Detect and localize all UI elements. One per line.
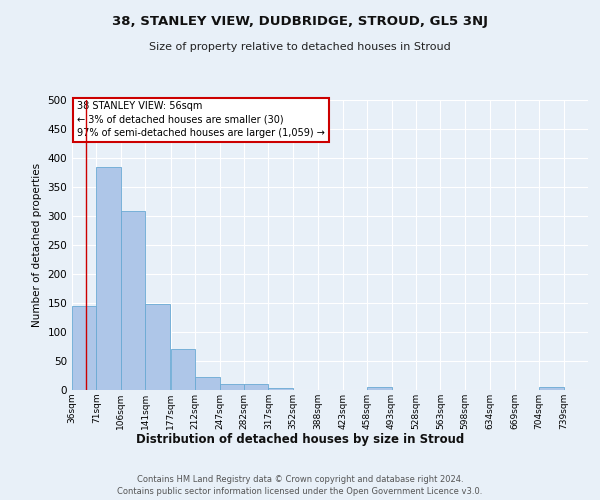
Bar bbox=[195, 376, 220, 390]
Text: Contains public sector information licensed under the Open Government Licence v3: Contains public sector information licen… bbox=[118, 488, 482, 496]
Bar bbox=[367, 387, 392, 390]
Bar bbox=[268, 388, 293, 390]
Text: Distribution of detached houses by size in Stroud: Distribution of detached houses by size … bbox=[136, 432, 464, 446]
Text: Size of property relative to detached houses in Stroud: Size of property relative to detached ho… bbox=[149, 42, 451, 52]
Text: Contains HM Land Registry data © Crown copyright and database right 2024.: Contains HM Land Registry data © Crown c… bbox=[137, 475, 463, 484]
Bar bbox=[220, 384, 244, 390]
Bar bbox=[145, 304, 170, 390]
Bar bbox=[170, 349, 195, 390]
Text: 38 STANLEY VIEW: 56sqm
← 3% of detached houses are smaller (30)
97% of semi-deta: 38 STANLEY VIEW: 56sqm ← 3% of detached … bbox=[77, 102, 325, 138]
Text: 38, STANLEY VIEW, DUDBRIDGE, STROUD, GL5 3NJ: 38, STANLEY VIEW, DUDBRIDGE, STROUD, GL5… bbox=[112, 15, 488, 28]
Bar bbox=[72, 306, 97, 390]
Bar bbox=[97, 166, 121, 390]
Bar bbox=[244, 384, 268, 390]
Bar bbox=[539, 387, 563, 390]
Bar bbox=[121, 212, 145, 390]
Y-axis label: Number of detached properties: Number of detached properties bbox=[32, 163, 42, 327]
